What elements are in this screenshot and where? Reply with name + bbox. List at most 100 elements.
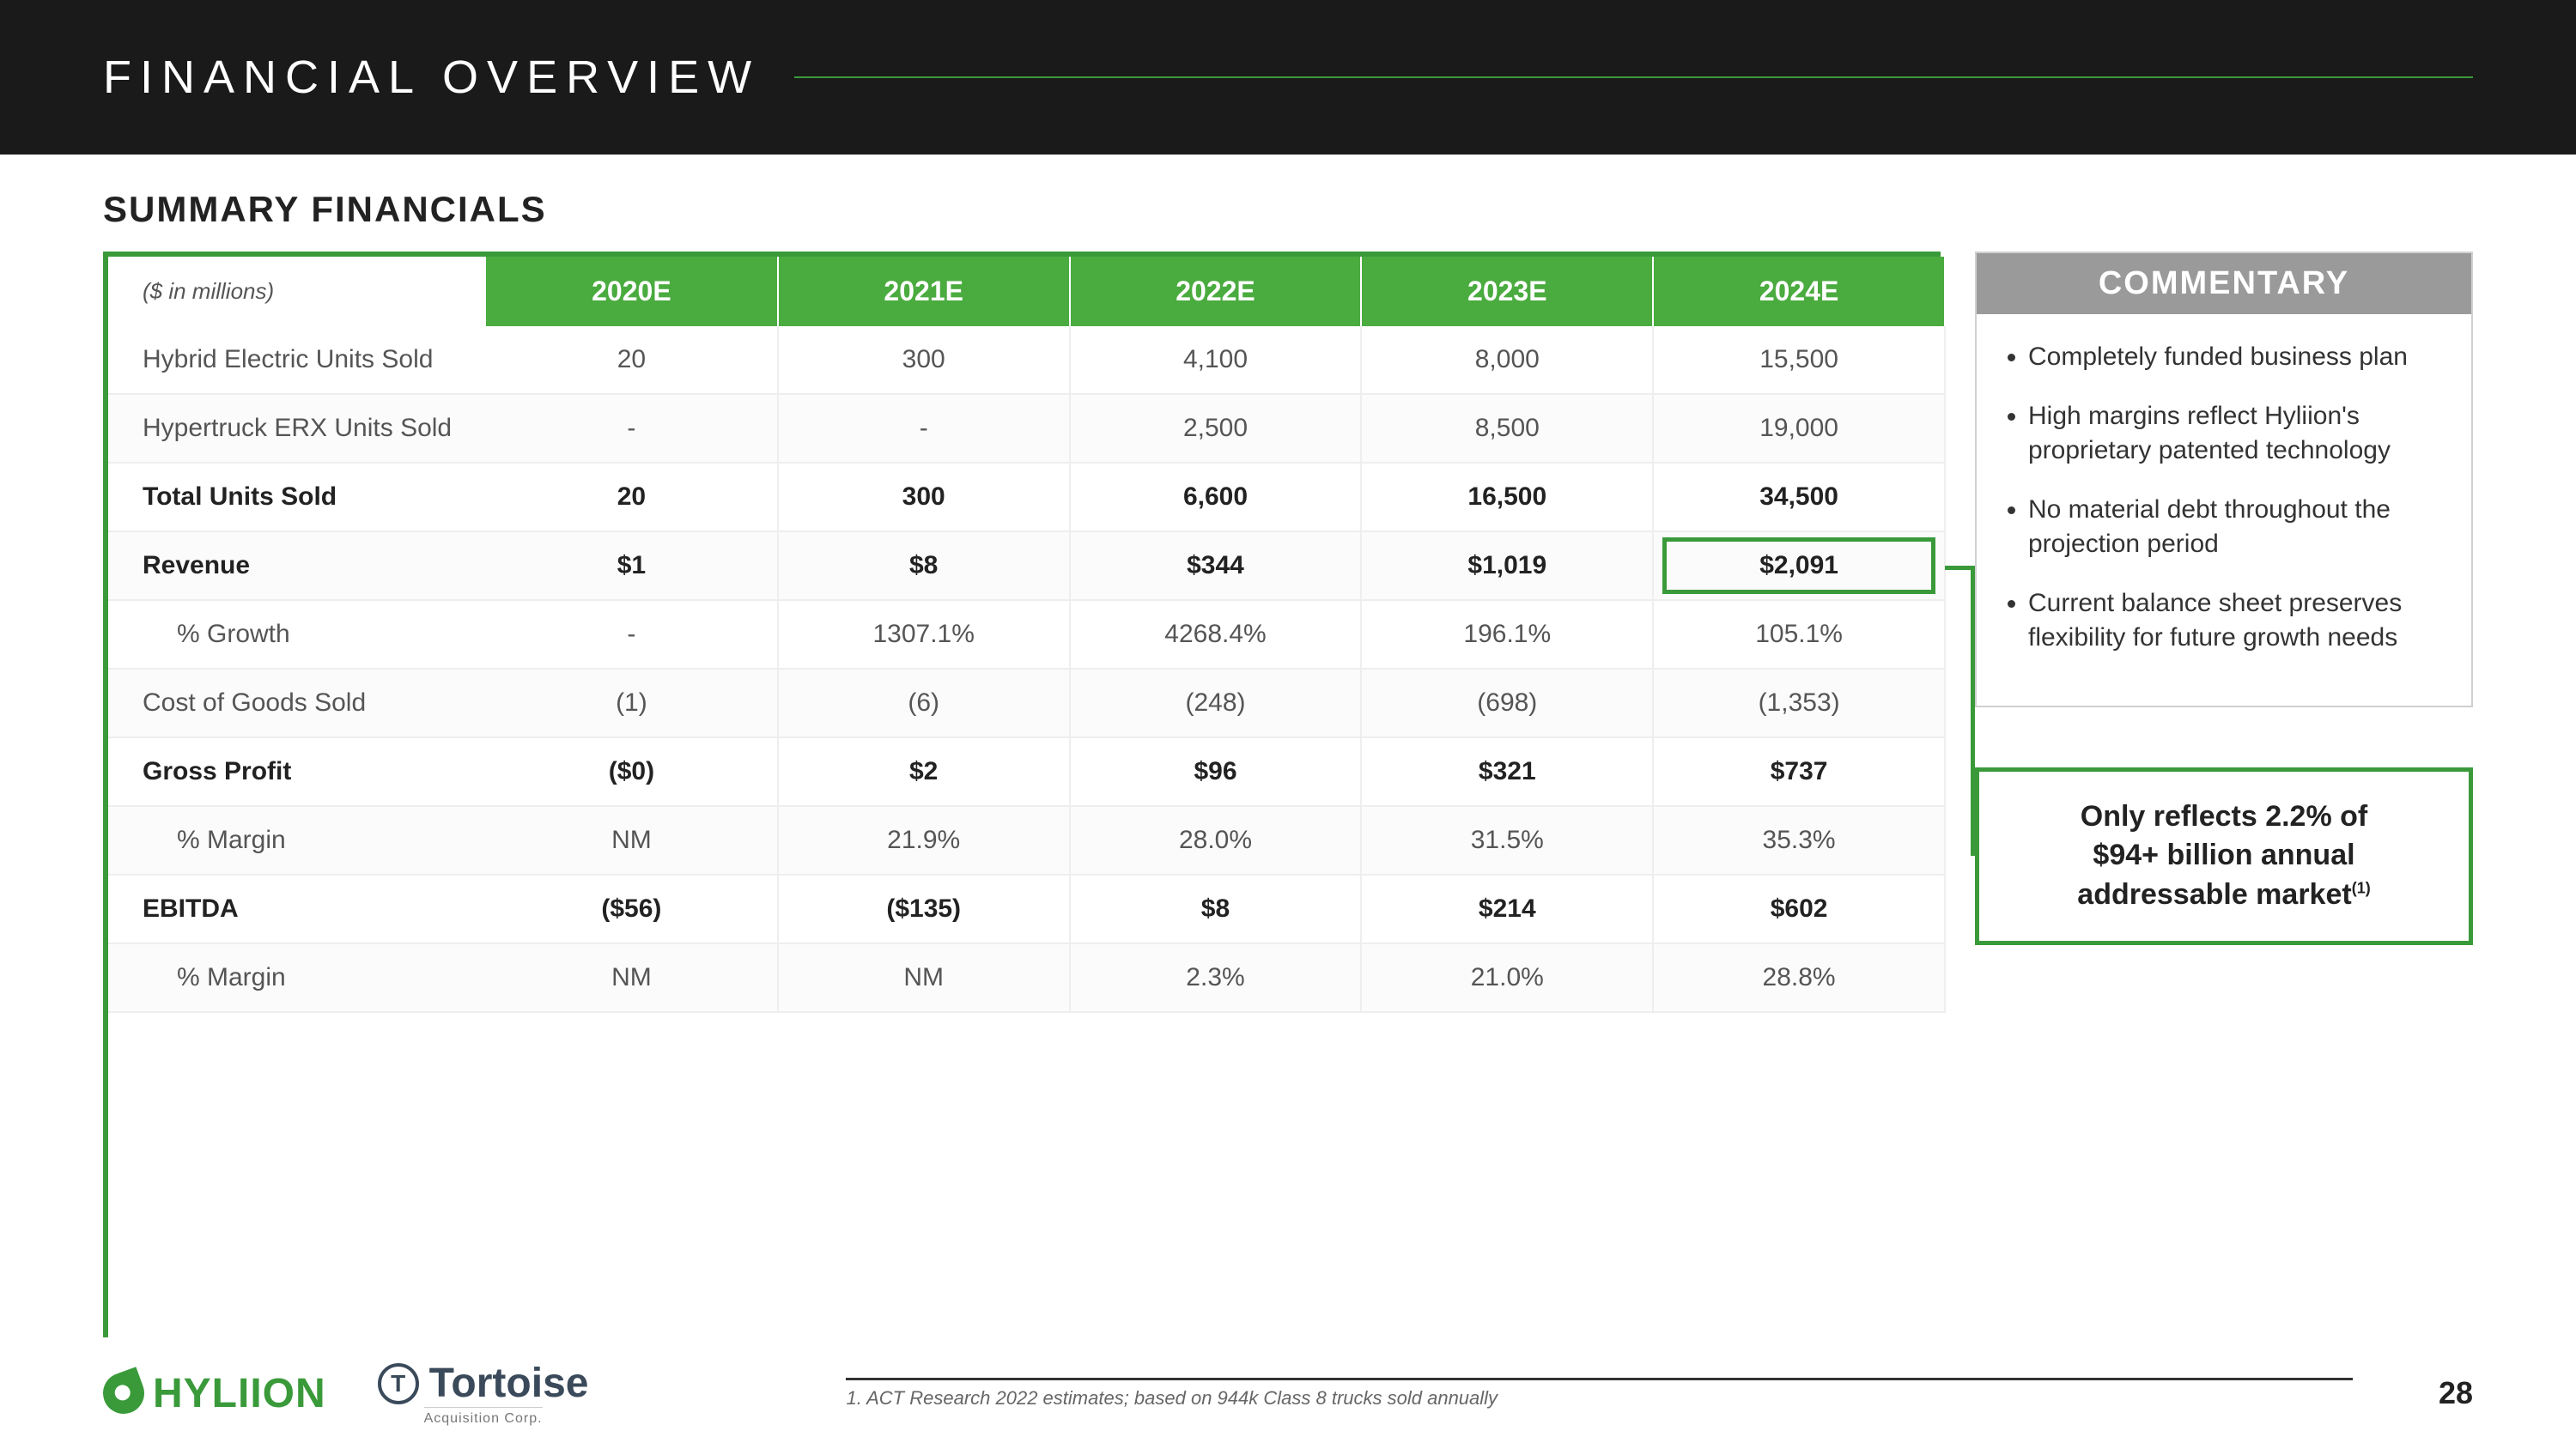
commentary-list: Completely funded business plan High marg… xyxy=(1977,314,2471,706)
header-bar: FINANCIAL OVERVIEW xyxy=(0,0,2576,155)
table-row: Cost of Goods Sold(1)(6)(248)(698)(1,353… xyxy=(108,669,1945,737)
cell: 28.0% xyxy=(1070,806,1362,875)
cell: (1) xyxy=(486,669,778,737)
page-title: FINANCIAL OVERVIEW xyxy=(103,51,760,104)
callout-box: Only reflects 2.2% of $94+ billion annua… xyxy=(1975,767,2473,946)
cell: 2.3% xyxy=(1070,943,1362,1012)
row-label: Hybrid Electric Units Sold xyxy=(108,326,486,394)
col-header: 2020E xyxy=(486,257,778,326)
cell: - xyxy=(486,600,778,669)
commentary-item: Current balance sheet preserves flexibil… xyxy=(2028,586,2445,656)
cell: (6) xyxy=(778,669,1070,737)
table-row: % MarginNM21.9%28.0%31.5%35.3% xyxy=(108,806,1945,875)
table-row: % MarginNMNM2.3%21.0%28.8% xyxy=(108,943,1945,1012)
content-area: SUMMARY FINANCIALS ($ in millions) 2020E… xyxy=(0,155,2576,1337)
table-row: Hybrid Electric Units Sold203004,1008,00… xyxy=(108,326,1945,394)
table-row: % Growth-1307.1%4268.4%196.1%105.1% xyxy=(108,600,1945,669)
table-accent-left xyxy=(103,252,108,1337)
cell: $737 xyxy=(1653,737,1945,806)
cell: ($135) xyxy=(778,875,1070,943)
cell: $1,019 xyxy=(1361,531,1653,600)
cell: 28.8% xyxy=(1653,943,1945,1012)
cell: 20 xyxy=(486,326,778,394)
cell: 34,500 xyxy=(1653,463,1945,531)
table-row: Revenue$1$8$344$1,019$2,091 xyxy=(108,531,1945,600)
cell: 1307.1% xyxy=(778,600,1070,669)
cell: 35.3% xyxy=(1653,806,1945,875)
cell: - xyxy=(778,394,1070,463)
page-number: 28 xyxy=(2439,1375,2473,1411)
table-row: Hypertruck ERX Units Sold--2,5008,50019,… xyxy=(108,394,1945,463)
cell: 15,500 xyxy=(1653,326,1945,394)
cell: $344 xyxy=(1070,531,1362,600)
cell: 2,500 xyxy=(1070,394,1362,463)
cell: 19,000 xyxy=(1653,394,1945,463)
cell: $96 xyxy=(1070,737,1362,806)
col-header: 2022E xyxy=(1070,257,1362,326)
cell: - xyxy=(486,394,778,463)
cell: 300 xyxy=(778,463,1070,531)
financial-table: ($ in millions) 2020E 2021E 2022E 2023E … xyxy=(108,257,1946,1013)
callout-line: $94+ billion annual xyxy=(1996,836,2451,876)
cell: 6,600 xyxy=(1070,463,1362,531)
main-panel: ($ in millions) 2020E 2021E 2022E 2023E … xyxy=(103,252,2473,1337)
cell: $2 xyxy=(778,737,1070,806)
cell: 4268.4% xyxy=(1070,600,1362,669)
cell: (1,353) xyxy=(1653,669,1945,737)
leaf-icon xyxy=(97,1367,150,1420)
col-header: 2023E xyxy=(1361,257,1653,326)
cell: 8,500 xyxy=(1361,394,1653,463)
cell: $8 xyxy=(778,531,1070,600)
tortoise-icon: T xyxy=(378,1363,419,1404)
cell: 300 xyxy=(778,326,1070,394)
row-label: Revenue xyxy=(108,531,486,600)
commentary-item: High margins reflect Hyliion's proprieta… xyxy=(2028,399,2445,469)
row-label: Gross Profit xyxy=(108,737,486,806)
highlight-box xyxy=(1662,537,1935,594)
cell: ($0) xyxy=(486,737,778,806)
row-label: % Margin xyxy=(108,943,486,1012)
cell: 105.1% xyxy=(1653,600,1945,669)
footnote: 1. ACT Research 2022 estimates; based on… xyxy=(846,1378,2352,1410)
row-label: % Margin xyxy=(108,806,486,875)
cell: 4,100 xyxy=(1070,326,1362,394)
cell: 196.1% xyxy=(1361,600,1653,669)
tortoise-subtitle: Acquisition Corp. xyxy=(424,1407,543,1427)
cell: $321 xyxy=(1361,737,1653,806)
footnote-rule xyxy=(846,1378,2352,1380)
subtitle: SUMMARY FINANCIALS xyxy=(103,189,2473,230)
callout-line: Only reflects 2.2% of xyxy=(1996,797,2451,837)
unit-label: ($ in millions) xyxy=(108,257,486,326)
side-column: COMMENTARY Completely funded business pl… xyxy=(1975,252,2473,1337)
row-label: Hypertruck ERX Units Sold xyxy=(108,394,486,463)
col-header: 2021E xyxy=(778,257,1070,326)
cell: $2,091 xyxy=(1653,531,1945,600)
row-label: Cost of Goods Sold xyxy=(108,669,486,737)
cell: $8 xyxy=(1070,875,1362,943)
col-header: 2024E xyxy=(1653,257,1945,326)
financial-table-wrap: ($ in millions) 2020E 2021E 2022E 2023E … xyxy=(103,252,1941,1337)
table-accent-top xyxy=(103,252,1941,257)
cell: 21.0% xyxy=(1361,943,1653,1012)
tortoise-logo: T Tortoise Acquisition Corp. xyxy=(378,1360,589,1427)
commentary-item: No material debt throughout the projecti… xyxy=(2028,493,2445,562)
row-label: % Growth xyxy=(108,600,486,669)
cell: NM xyxy=(778,943,1070,1012)
cell: NM xyxy=(486,943,778,1012)
table-row: EBITDA($56)($135)$8$214$602 xyxy=(108,875,1945,943)
cell: (698) xyxy=(1361,669,1653,737)
cell: $1 xyxy=(486,531,778,600)
header-rule xyxy=(794,76,2473,78)
commentary-item: Completely funded business plan xyxy=(2028,340,2445,375)
cell: ($56) xyxy=(486,875,778,943)
cell: 21.9% xyxy=(778,806,1070,875)
cell: 8,000 xyxy=(1361,326,1653,394)
table-row: Total Units Sold203006,60016,50034,500 xyxy=(108,463,1945,531)
table-row: Gross Profit($0)$2$96$321$737 xyxy=(108,737,1945,806)
cell: NM xyxy=(486,806,778,875)
cell: (248) xyxy=(1070,669,1362,737)
row-label: Total Units Sold xyxy=(108,463,486,531)
commentary-header: COMMENTARY xyxy=(1977,253,2471,314)
cell: 16,500 xyxy=(1361,463,1653,531)
row-label: EBITDA xyxy=(108,875,486,943)
